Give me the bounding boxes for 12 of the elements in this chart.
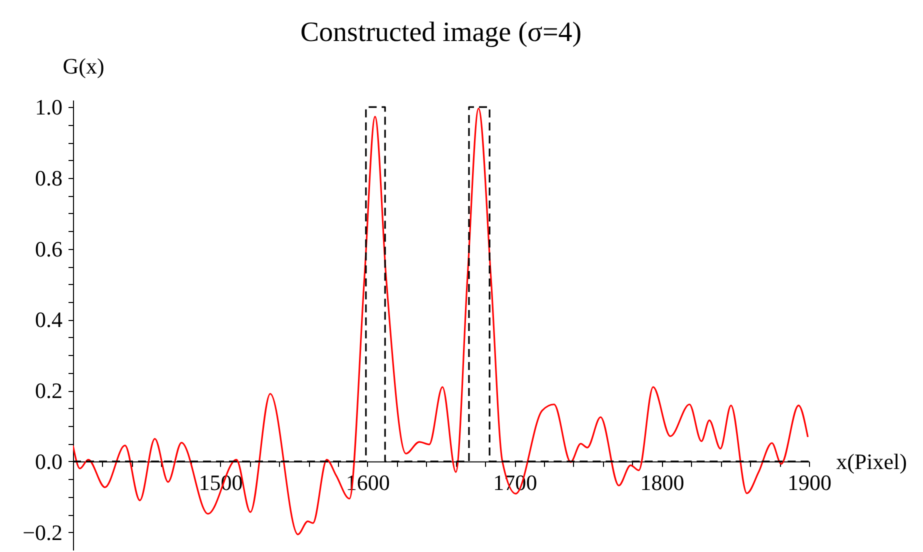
chart-title: Constructed image (σ=4)	[300, 17, 582, 48]
y-tick-label: 0.4	[35, 307, 62, 332]
y-tick-label: 0.2	[35, 378, 62, 404]
y-tick-label: 0.8	[35, 165, 62, 190]
x-tick-label: 1800	[640, 470, 684, 495]
x-axis-title: x(Pixel)	[836, 448, 907, 474]
y-axis-title: G(x)	[62, 54, 104, 78]
y-tick-label: 0.0	[35, 448, 62, 474]
y-tick-label: 0.6	[35, 236, 62, 262]
y-tick-label: −0.2	[22, 520, 62, 545]
y-tick-label: 1.0	[35, 94, 62, 120]
x-tick-label: 1900	[788, 470, 832, 495]
